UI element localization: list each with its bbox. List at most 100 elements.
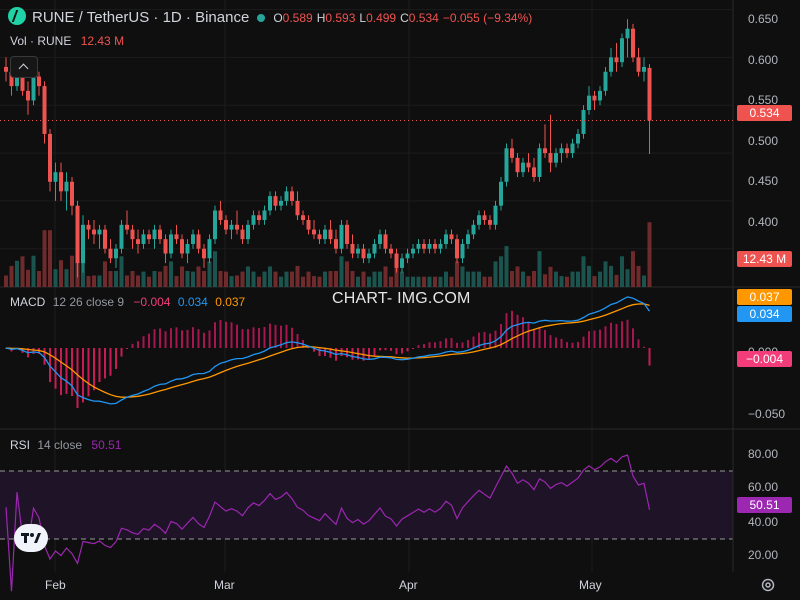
candle-body (119, 224, 124, 249)
candle-body (125, 224, 129, 230)
volume-bar (433, 276, 437, 287)
macd-hist-bar (632, 328, 634, 348)
volume-bar (64, 269, 69, 287)
macd-hist-bar (434, 342, 436, 348)
volume-bar (141, 271, 146, 287)
macd-hist-bar (153, 329, 156, 348)
volume-bar (37, 271, 41, 287)
macd-hist-bar (428, 342, 431, 348)
macd-hist-bar (417, 345, 420, 348)
volume-bar (389, 276, 393, 287)
volume-bar (614, 274, 619, 287)
volume-bar (345, 261, 349, 287)
macd-hist-bar (456, 342, 458, 348)
candle-body (141, 234, 146, 244)
candle-body (31, 76, 36, 101)
macd-hist-bar (483, 331, 486, 348)
candle-body (449, 234, 454, 240)
candle-body (174, 234, 179, 240)
volume-bar (180, 266, 184, 287)
volume-bar (42, 230, 47, 287)
macd-hist-bar (368, 348, 370, 360)
candle-body (114, 248, 118, 259)
macd-hist-bar (560, 338, 563, 348)
tradingview-logo-icon[interactable] (14, 524, 48, 552)
macd-hist-bar (351, 348, 354, 360)
candle-body (339, 224, 344, 249)
open-label: O (273, 11, 283, 25)
macd-hist-bar (142, 336, 145, 348)
candle-body (620, 38, 624, 63)
volume-bar (20, 256, 25, 287)
symbol-header[interactable]: RUNE / TetherUS · 1D · Binance O0.589 H0.5… (8, 7, 536, 26)
volume-legend[interactable]: Vol · RUNE 12.43 M (10, 34, 124, 48)
volume-bar (499, 256, 503, 287)
volume-bar (515, 266, 520, 287)
volume-bar (576, 271, 580, 287)
candle-body (603, 71, 608, 91)
volume-bar (257, 276, 261, 287)
volume-bar (482, 276, 487, 287)
macd-hist-bar (313, 348, 315, 352)
volume-bar (383, 266, 388, 287)
signal-badge: 0.037 (737, 289, 792, 305)
rsi-legend[interactable]: RSI 14 close 50.51 (10, 438, 121, 452)
high-value: 0.593 (325, 11, 356, 25)
volume-bar (356, 276, 360, 287)
candle-body (631, 28, 635, 58)
volume-bar (598, 271, 602, 287)
candle-body (576, 133, 580, 144)
macd-hist-bar (186, 329, 189, 348)
macd-hist-bar (247, 329, 249, 348)
candle-body (130, 229, 135, 240)
volume-bar (235, 275, 239, 287)
volume-bar (240, 271, 245, 287)
candlesticks[interactable] (4, 19, 652, 278)
volume-bar (207, 261, 212, 287)
volume-bar (334, 271, 338, 287)
candle-body (312, 229, 316, 235)
volume-bar (559, 276, 564, 287)
rsi-tick-label: 40.00 (748, 515, 779, 529)
volume-bar (158, 271, 162, 287)
macd-hist-bar (54, 348, 57, 389)
candle-body (213, 210, 217, 240)
macd-hist-bar (637, 339, 640, 348)
macd-hist-bar (175, 327, 178, 348)
candle-body (229, 224, 234, 230)
volume-bar (636, 265, 641, 287)
volume-bar (295, 265, 300, 287)
macd-hist-bar (258, 328, 260, 348)
macd-hist-bar (494, 330, 497, 348)
collapse-legend-button[interactable] (10, 56, 38, 78)
volume-bar (455, 261, 459, 287)
volume-bar (15, 260, 19, 287)
candle-body (361, 248, 366, 259)
candle-body (323, 229, 327, 240)
settings-gear-icon[interactable] (760, 577, 776, 593)
macd-hist-bar (626, 319, 629, 348)
candle-body (26, 90, 30, 101)
volume-bar (510, 271, 514, 287)
volume-bar (400, 271, 404, 287)
macd-legend[interactable]: MACD 12 26 close 9 −0.004 0.034 0.037 (10, 295, 245, 309)
macd-hist-bar (615, 323, 618, 348)
macd-hist-bar (511, 310, 513, 348)
candle-body (196, 234, 201, 249)
candle-body (554, 153, 558, 163)
volume-bar (642, 275, 646, 287)
volume-bar (460, 266, 465, 287)
macd-hist-bar (181, 330, 183, 348)
macd-hist-bar (43, 348, 46, 365)
volume-bar (537, 251, 542, 287)
volume-bar (301, 276, 305, 287)
volume-bar (554, 271, 558, 287)
candle-body (521, 162, 525, 173)
volume-bar (587, 265, 591, 287)
candle-body (235, 224, 239, 230)
candle-body (306, 220, 311, 230)
candle-body (202, 248, 206, 259)
macd-hist-bar (489, 333, 491, 348)
candle-body (405, 253, 410, 259)
